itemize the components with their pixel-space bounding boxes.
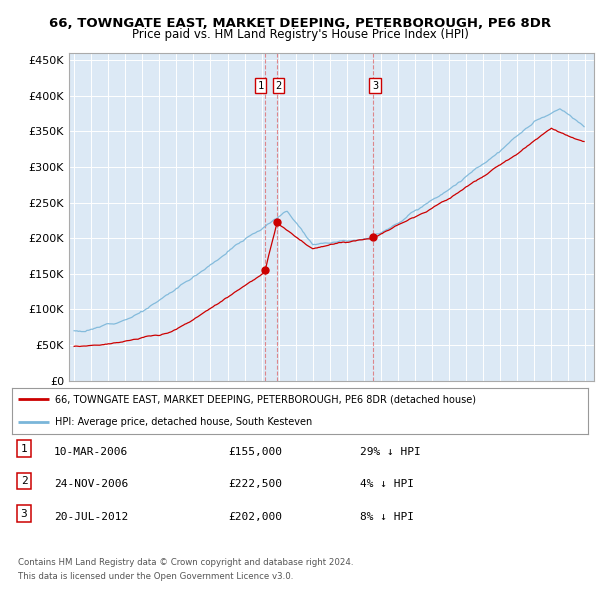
Text: 2: 2 (275, 81, 282, 91)
Text: 3: 3 (20, 509, 28, 519)
Text: 66, TOWNGATE EAST, MARKET DEEPING, PETERBOROUGH, PE6 8DR (detached house): 66, TOWNGATE EAST, MARKET DEEPING, PETER… (55, 394, 476, 404)
Text: 29% ↓ HPI: 29% ↓ HPI (360, 447, 421, 457)
Text: 2: 2 (20, 476, 28, 486)
Text: 20-JUL-2012: 20-JUL-2012 (54, 512, 128, 522)
Text: 8% ↓ HPI: 8% ↓ HPI (360, 512, 414, 522)
Text: 4% ↓ HPI: 4% ↓ HPI (360, 479, 414, 489)
Text: 66, TOWNGATE EAST, MARKET DEEPING, PETERBOROUGH, PE6 8DR: 66, TOWNGATE EAST, MARKET DEEPING, PETER… (49, 17, 551, 30)
Text: 24-NOV-2006: 24-NOV-2006 (54, 479, 128, 489)
Text: HPI: Average price, detached house, South Kesteven: HPI: Average price, detached house, Sout… (55, 417, 313, 427)
Text: 1: 1 (20, 444, 28, 454)
Text: Contains HM Land Registry data © Crown copyright and database right 2024.: Contains HM Land Registry data © Crown c… (18, 558, 353, 566)
Text: 1: 1 (257, 81, 264, 91)
Text: 10-MAR-2006: 10-MAR-2006 (54, 447, 128, 457)
Text: £222,500: £222,500 (228, 479, 282, 489)
Text: £202,000: £202,000 (228, 512, 282, 522)
Text: 3: 3 (372, 81, 378, 91)
Text: Price paid vs. HM Land Registry's House Price Index (HPI): Price paid vs. HM Land Registry's House … (131, 28, 469, 41)
Text: This data is licensed under the Open Government Licence v3.0.: This data is licensed under the Open Gov… (18, 572, 293, 581)
Text: £155,000: £155,000 (228, 447, 282, 457)
